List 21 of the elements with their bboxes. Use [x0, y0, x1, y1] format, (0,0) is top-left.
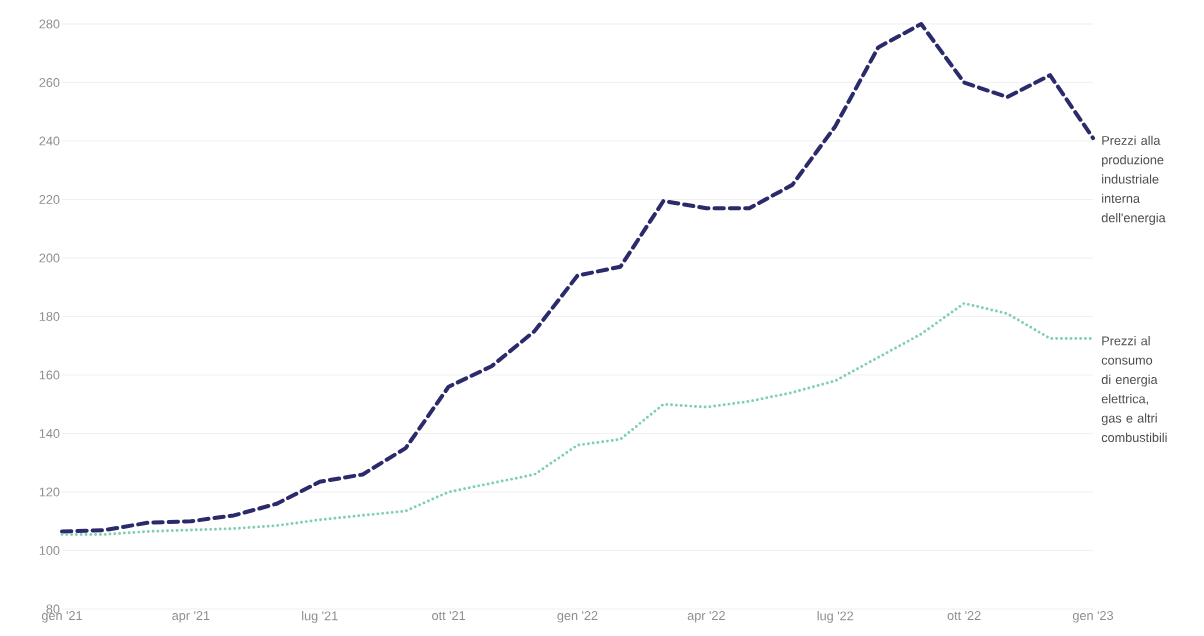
y-tick-label: 120	[39, 487, 60, 497]
x-tick-label: apr '22	[687, 611, 725, 623]
y-tick-label: 100	[39, 546, 60, 555]
y-tick-label: 140	[39, 429, 60, 438]
x-tick-label: gen '23	[1072, 611, 1113, 623]
x-tick-label: lug '22	[817, 611, 854, 623]
y-tick-label: 280	[39, 19, 60, 29]
x-tick-label: apr '21	[172, 611, 210, 623]
y-tick-label: 80	[46, 604, 60, 614]
x-tick-label: ott '21	[432, 611, 466, 621]
y-tick-label: 180	[39, 312, 60, 321]
y-tick-label: 200	[39, 253, 60, 263]
series-label: Prezzi alla produzione industriale interna dell'energia	[1101, 135, 1166, 225]
y-tick-label: 260	[39, 78, 60, 87]
x-tick-label: lug '21	[302, 611, 338, 623]
y-tick-label: 220	[39, 195, 60, 204]
y-tick-label: 160	[39, 370, 60, 380]
x-tick-label: gen '22	[557, 611, 598, 623]
x-tick-label: ott '22	[947, 611, 981, 621]
series-label: Prezzi al consumo di energia elettrica, gas e altri combustibili	[1101, 336, 1167, 443]
y-tick-label: 240	[39, 136, 60, 146]
